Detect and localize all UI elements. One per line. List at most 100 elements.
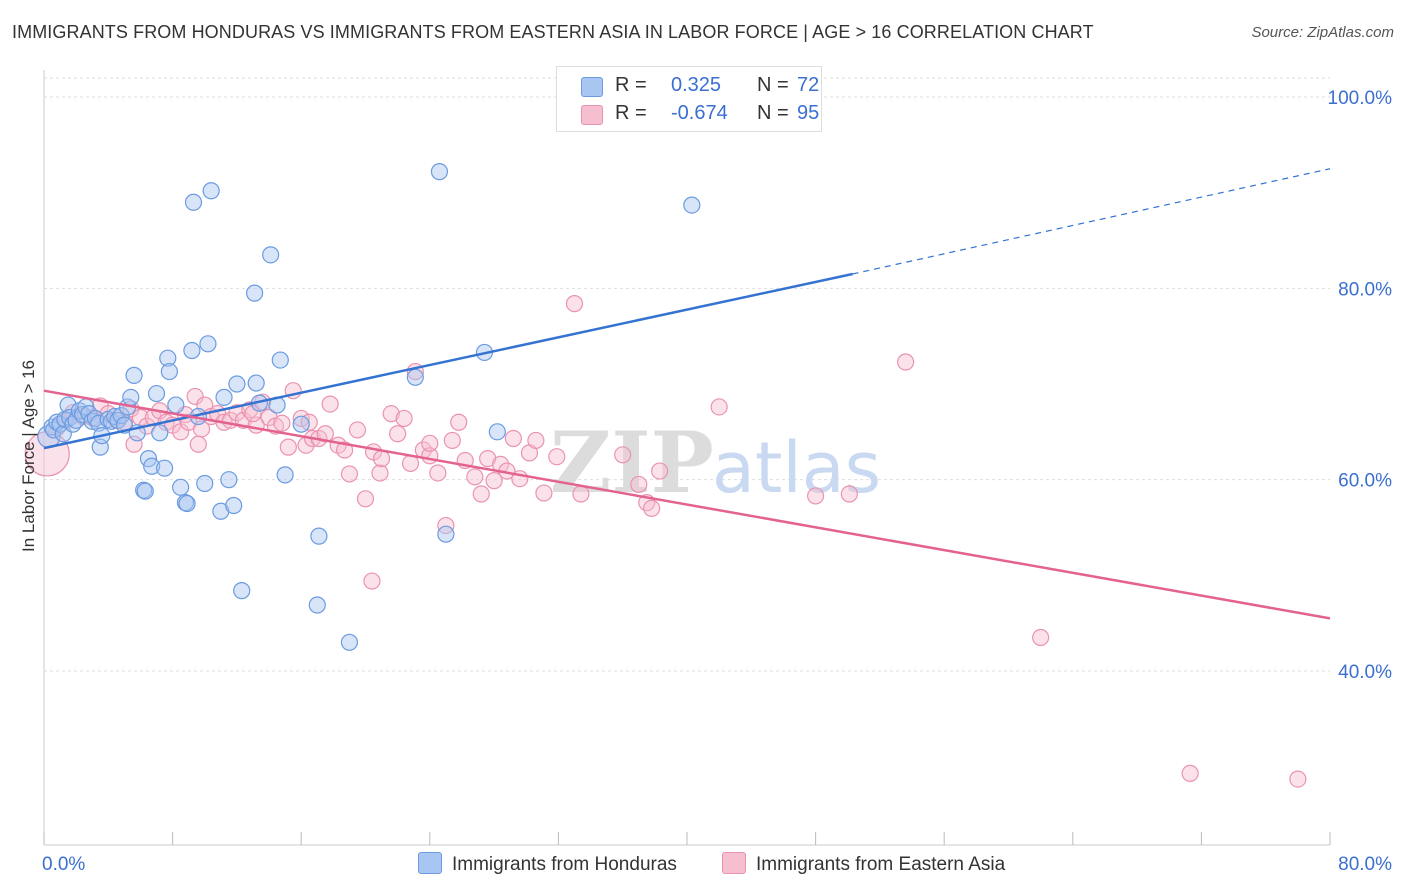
y-tick-label: 80.0% <box>1338 279 1392 300</box>
eastern-asia-point <box>186 387 204 406</box>
eastern-asia-point <box>651 462 669 480</box>
eastern-asia-point <box>321 395 339 413</box>
eastern-asia-point <box>340 465 359 483</box>
eastern-asia-trend-line <box>43 389 1331 620</box>
honduras-point <box>122 388 140 406</box>
eastern-asia-point <box>806 487 825 505</box>
honduras-point <box>406 368 424 386</box>
honduras-point <box>143 457 161 475</box>
chart-title: IMMIGRANTS FROM HONDURAS VS IMMIGRANTS F… <box>12 22 1094 42</box>
legend-n-label: N = <box>757 74 789 96</box>
legend-swatch-pink <box>581 105 603 125</box>
x-tick-label: 80.0% <box>1338 854 1392 875</box>
eastern-asia-point <box>421 434 439 452</box>
x-tick-label: 0.0% <box>42 854 85 875</box>
eastern-asia-point <box>630 475 648 494</box>
honduras-point <box>202 182 220 200</box>
eastern-asia-point <box>189 435 207 453</box>
honduras-point <box>199 335 217 353</box>
honduras-point <box>220 471 238 489</box>
eastern-asia-point <box>472 485 490 503</box>
honduras-point <box>276 466 294 484</box>
eastern-asia-point <box>395 409 413 428</box>
eastern-asia-point <box>535 484 553 502</box>
y-tick-label: 100.0% <box>1328 88 1393 109</box>
honduras-point <box>228 375 246 393</box>
eastern-asia-point <box>1181 764 1199 782</box>
honduras-point <box>271 351 289 369</box>
eastern-asia-point <box>897 353 915 371</box>
eastern-asia-point <box>389 425 407 443</box>
honduras-point <box>488 423 506 441</box>
honduras-point <box>151 424 169 442</box>
y-tick-label: 60.0% <box>1338 471 1392 492</box>
eastern-asia-points <box>24 295 1307 788</box>
legend-r-value-honduras: 0.325 <box>671 74 722 96</box>
gridlines <box>44 77 1330 672</box>
eastern-asia-point <box>565 295 584 313</box>
series-swatch-blue <box>418 852 442 874</box>
eastern-asia-point <box>1032 628 1050 647</box>
eastern-asia-point <box>429 464 447 482</box>
eastern-asia-point <box>614 446 632 464</box>
legend-r-label: R = <box>615 102 647 124</box>
honduras-point <box>683 196 701 214</box>
axes <box>43 70 1331 846</box>
honduras-trend-extension <box>852 168 1331 275</box>
source-label: Source: ZipAtlas.com <box>1251 24 1394 41</box>
honduras-point <box>155 459 174 477</box>
honduras-point <box>215 388 233 406</box>
honduras-point <box>172 478 190 496</box>
eastern-asia-point <box>336 441 354 459</box>
legend-swatch-blue <box>581 77 603 97</box>
honduras-point <box>310 527 328 545</box>
eastern-asia-point <box>382 405 400 423</box>
eastern-asia-point <box>372 450 391 468</box>
eastern-asia-point <box>273 414 291 432</box>
y-axis-label: In Labor Force | Age > 16 <box>19 360 38 552</box>
legend-n-value-eastern-asia: 95 <box>797 102 820 124</box>
honduras-point <box>167 396 185 414</box>
series-legend-honduras: Immigrants from Honduras <box>418 852 677 876</box>
watermark: ZIP atlas <box>550 413 881 512</box>
honduras-point <box>247 374 265 392</box>
tick-labels: 40.0% 60.0% 80.0% 100.0% 0.0% 80.0% <box>42 88 1392 875</box>
eastern-asia-point <box>371 464 389 482</box>
eastern-asia-point <box>485 472 503 490</box>
honduras-point <box>437 525 455 543</box>
honduras-point <box>159 349 177 367</box>
eastern-asia-point <box>548 448 566 466</box>
honduras-point <box>51 415 69 433</box>
watermark-atlas: atlas <box>712 427 881 509</box>
honduras-point <box>233 582 251 600</box>
series-legend-eastern-asia: Immigrants from Eastern Asia <box>722 852 1005 876</box>
eastern-asia-point <box>292 409 310 428</box>
honduras-point <box>112 406 130 425</box>
series-swatch-pink <box>722 852 746 874</box>
honduras-point <box>292 415 310 433</box>
eastern-asia-point <box>437 516 455 535</box>
honduras-trend-line <box>43 272 853 450</box>
honduras-point <box>125 366 143 384</box>
eastern-asia-point <box>572 485 590 503</box>
eastern-asia-point <box>356 490 375 508</box>
eastern-asia-point <box>527 431 545 450</box>
eastern-asia-point <box>1289 770 1307 788</box>
honduras-point <box>196 474 214 493</box>
honduras-point <box>136 482 154 500</box>
eastern-asia-point <box>466 468 484 486</box>
honduras-point <box>308 596 326 614</box>
eastern-asia-point <box>363 572 381 590</box>
series-label-honduras: Immigrants from Honduras <box>452 854 677 875</box>
honduras-point <box>184 193 203 211</box>
legend-n-value-honduras: 72 <box>797 74 820 96</box>
series-label-eastern-asia: Immigrants from Eastern Asia <box>756 854 1006 875</box>
eastern-asia-point <box>710 398 728 416</box>
honduras-point <box>430 163 449 181</box>
legend-n-label: N = <box>757 102 789 124</box>
eastern-asia-point <box>244 405 262 423</box>
eastern-asia-point <box>840 485 858 503</box>
honduras-point <box>147 384 166 403</box>
legend-r-value-eastern-asia: -0.674 <box>671 102 728 124</box>
